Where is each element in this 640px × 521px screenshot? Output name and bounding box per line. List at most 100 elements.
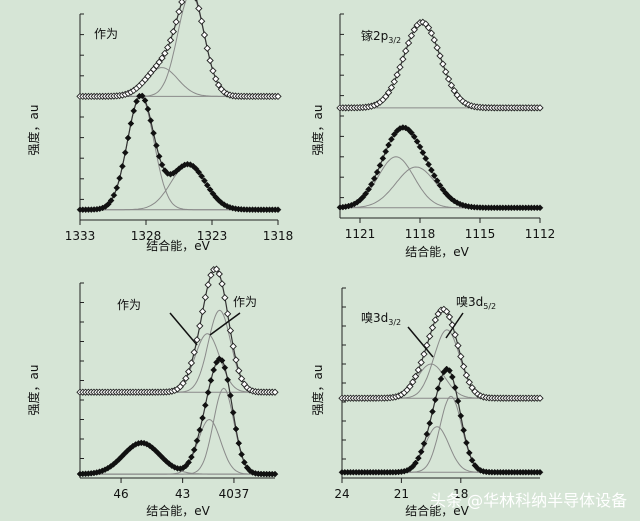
- lower-data-point: [368, 180, 375, 188]
- lower-data-point: [144, 105, 152, 113]
- lower-data-point: [241, 459, 248, 466]
- upper-data-point: [536, 104, 544, 112]
- lower-data-point: [433, 177, 441, 185]
- lower-data-point: [457, 412, 465, 420]
- lower-data-point: [203, 181, 211, 189]
- lower-data-point: [385, 141, 392, 149]
- upper-data-point: [443, 307, 451, 316]
- upper-data-point: [451, 331, 459, 339]
- lower-data-point: [451, 384, 459, 391]
- upper-data-point: [232, 356, 240, 364]
- annotation-arrow-left: [169, 312, 198, 346]
- lower-data-point: [196, 426, 204, 434]
- lower-data-point: [110, 191, 118, 199]
- x-axis-title: 结合能，eV: [146, 238, 210, 253]
- lower-data-point: [390, 131, 398, 138]
- upper-data-point: [442, 68, 450, 76]
- upper-data-point: [407, 32, 416, 40]
- annotation-3d32: 嗅3d3/2: [361, 311, 401, 327]
- upper-data-point: [426, 332, 434, 340]
- lower-data-point: [426, 419, 434, 427]
- x-tick-label: 1112: [525, 227, 556, 241]
- upper-data-point: [462, 371, 471, 379]
- x-axis-title: 结合能，eV: [146, 503, 210, 518]
- upper-data-point: [406, 382, 414, 391]
- upper-data-point: [420, 350, 428, 358]
- x-tick-label: 21: [394, 487, 409, 501]
- upper-data-point: [439, 60, 447, 68]
- upper-data-point: [197, 17, 206, 25]
- lower-data-point: [536, 468, 544, 476]
- lower-data-point: [209, 190, 217, 197]
- upper-data-point: [424, 24, 433, 32]
- lower-data-point: [430, 172, 438, 179]
- lower-data-point: [448, 373, 456, 381]
- upper-data-point: [203, 44, 211, 52]
- upper-data-point: [399, 55, 407, 63]
- annotation-as-left: 作为: [117, 298, 141, 312]
- upper-data-point: [431, 316, 439, 324]
- x-axis-title: 结合能，eV: [405, 244, 469, 259]
- lower-data-point: [238, 451, 245, 458]
- upper-data-point: [274, 92, 282, 101]
- x-axis-title: 结合能，eV: [405, 503, 469, 518]
- upper-data-point: [414, 366, 423, 374]
- upper-data-point: [215, 270, 223, 278]
- lower-data-point: [408, 129, 415, 137]
- upper-data-point: [195, 4, 203, 13]
- annotation-arrow-3d32: [407, 326, 434, 358]
- lower-data-point: [460, 426, 467, 434]
- x-tick-label: 1118: [405, 227, 436, 241]
- x-tick-label: 1333: [65, 229, 96, 243]
- upper-data-point: [198, 307, 207, 316]
- upper-data-point: [196, 322, 204, 330]
- lower-data-point: [422, 155, 430, 162]
- upper-data-point: [169, 27, 177, 36]
- lower-data-point: [224, 376, 231, 384]
- lower-data-point: [127, 120, 135, 127]
- annotation-arrow-3d52: [445, 312, 464, 339]
- upper-data-point: [235, 367, 243, 375]
- lower-data-point: [199, 414, 206, 422]
- upper-data-point: [207, 271, 215, 279]
- lower-data-point: [410, 133, 418, 141]
- watermark: 头条 @华林科纳半导体设备: [430, 491, 627, 510]
- upper-data-point: [402, 47, 410, 55]
- lower-data-point: [218, 357, 226, 364]
- lower-data-point: [370, 175, 378, 182]
- upper-data-point: [206, 56, 214, 65]
- upper-data-point: [445, 313, 454, 321]
- x-tick-label: 24: [334, 487, 349, 501]
- lower-data-point: [413, 138, 421, 145]
- lower-data-point: [232, 425, 240, 433]
- upper-data-point: [200, 31, 209, 39]
- upper-data-point: [185, 367, 193, 376]
- lower-data-point: [188, 453, 195, 461]
- lower-data-point: [536, 204, 544, 212]
- upper-data-point: [212, 75, 220, 83]
- annotation-as-right: 作为: [233, 295, 257, 309]
- upper-data-point: [190, 348, 198, 356]
- lower-data-point: [446, 367, 453, 374]
- upper-data-point: [178, 0, 186, 6]
- lower-data-point: [439, 186, 447, 193]
- upper-data-point: [166, 36, 175, 44]
- annotation-arrow-right: [209, 312, 241, 336]
- lower-data-point: [202, 401, 209, 409]
- upper-data-point: [430, 36, 438, 44]
- lower-data-point: [382, 148, 390, 155]
- upper-data-point: [436, 52, 444, 60]
- upper-data-point: [218, 280, 226, 288]
- x-tick-label: 1121: [345, 227, 376, 241]
- upper-data-point: [182, 374, 190, 382]
- panel-bottom-right: 24 21 18 结合能，eV 强度，au: [310, 287, 544, 518]
- lower-data-point: [190, 446, 198, 454]
- y-axis-title: 强度，au: [310, 105, 325, 156]
- lower-data-point: [229, 409, 237, 416]
- lower-data-point: [468, 456, 476, 464]
- lower-data-point: [454, 397, 462, 405]
- upper-data-point: [536, 394, 544, 402]
- upper-data-point: [224, 310, 232, 318]
- upper-data-point: [454, 341, 462, 350]
